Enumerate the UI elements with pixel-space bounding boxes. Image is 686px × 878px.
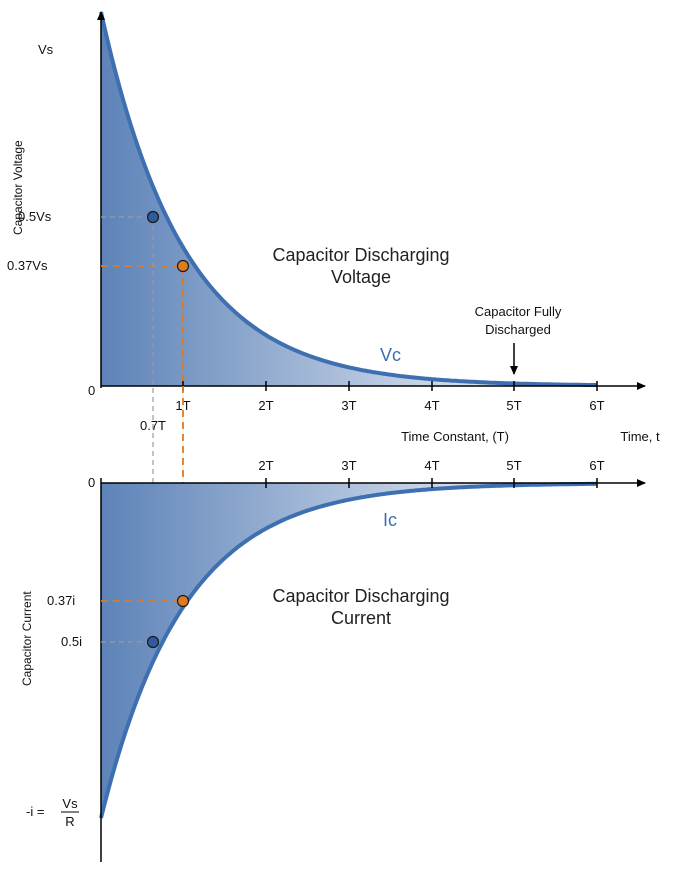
min-current-denominator: R [65, 814, 74, 829]
current-zero-label: 0 [88, 475, 95, 490]
half-vs-label: 0.5Vs [18, 209, 52, 224]
fully-discharged-label-line2: Discharged [485, 322, 551, 337]
tick-label-1t: 1T [175, 398, 190, 413]
vs-037-label: 0.37Vs [7, 258, 48, 273]
tick-label-4t: 4T [424, 398, 439, 413]
current-x-ticks [265, 478, 598, 488]
half-current-point [146, 635, 160, 649]
tick-label-3t: 3T [341, 398, 356, 413]
fully-discharged-label-line1: Capacitor Fully [475, 304, 562, 319]
current-title-line1: Capacitor Discharging [272, 586, 449, 606]
current-title-line2: Current [331, 608, 391, 628]
tick-label-2t: 2T [258, 398, 273, 413]
time-constant-label: Time Constant, (T) [401, 429, 509, 444]
voltage-axis-label: Capacitor Voltage [11, 140, 25, 235]
current-half-label: 0.5i [61, 634, 82, 649]
vc-curve-label: Vc [380, 345, 401, 365]
current-panel: 2T 3T 4T 5T 6T 0 0.37i 0.5i Capacitor Cu… [20, 458, 646, 862]
vs-label: Vs [38, 42, 54, 57]
tick-label-4t-bottom: 4T [424, 458, 439, 473]
tau-current-point [176, 594, 190, 608]
tau-voltage-point [176, 259, 190, 273]
tick-label-6t-bottom: 6T [589, 458, 604, 473]
voltage-area-fill [101, 12, 597, 386]
min-current-numerator: Vs [62, 796, 78, 811]
min-current-prefix: -i = [26, 804, 44, 819]
current-axis-label: Capacitor Current [20, 591, 34, 686]
current-037-label: 0.37i [47, 593, 75, 608]
voltage-zero-label: 0 [88, 383, 95, 398]
tick-label-5t: 5T [506, 398, 521, 413]
half-voltage-point [146, 210, 160, 224]
current-area-fill [101, 483, 597, 818]
tick-label-5t-bottom: 5T [506, 458, 521, 473]
tick-label-2t-bottom: 2T [258, 458, 273, 473]
tick-label-3t-bottom: 3T [341, 458, 356, 473]
time-axis-label: Time, t [620, 429, 660, 444]
ic-curve-label: Ic [383, 510, 397, 530]
tick-label-6t: 6T [589, 398, 604, 413]
voltage-title-line1: Capacitor Discharging [272, 245, 449, 265]
voltage-panel: Vs 0.5Vs 0.37Vs 0 Capacitor Voltage Capa… [7, 11, 660, 444]
voltage-title-line2: Voltage [331, 267, 391, 287]
